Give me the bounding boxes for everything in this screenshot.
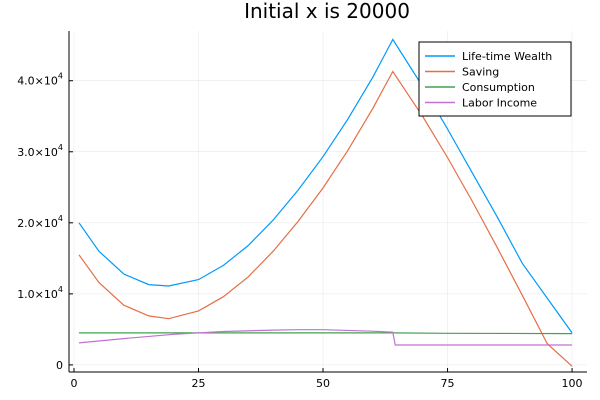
y-tick-label: 3.0×104	[17, 143, 63, 159]
series-lines	[78, 38, 573, 367]
x-tick-label: 0	[70, 377, 77, 390]
x-tick-label: 75	[441, 377, 455, 390]
legend-label: Saving	[462, 66, 499, 79]
series-line-0	[78, 38, 573, 334]
x-tick-label: 25	[192, 377, 206, 390]
series-line-3	[78, 329, 573, 346]
x-tick-label: 100	[562, 377, 583, 390]
series-line-1	[78, 70, 573, 367]
y-tick-label: 4.0×104	[17, 72, 63, 88]
y-tick-label: 1.0×104	[17, 285, 63, 301]
legend-label: Consumption	[462, 81, 535, 94]
legend-label: Life-time Wealth	[462, 50, 552, 63]
legend: Life-time Wealth Saving Consumption Labor I…	[418, 41, 572, 117]
series-line-2	[79, 332, 573, 335]
y-tick-label: 0	[56, 359, 63, 372]
legend-box	[418, 41, 572, 117]
axes	[68, 31, 587, 373]
y-tick-label: 2.0×104	[17, 214, 63, 230]
tick-labels: 0 25 50 75 100 0 1.0×104 2.0×104 3.0×104 4.0×104	[17, 72, 582, 390]
x-tick-label: 50	[316, 377, 330, 390]
legend-label: Labor Income	[462, 97, 537, 110]
chart-title: Initial x is 20000	[244, 0, 410, 23]
